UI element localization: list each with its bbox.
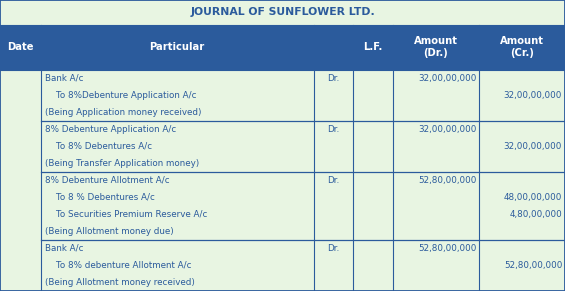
Text: JOURNAL OF SUNFLOWER LTD.: JOURNAL OF SUNFLOWER LTD. xyxy=(190,7,375,17)
Text: Dr.: Dr. xyxy=(327,125,340,134)
Bar xyxy=(0,70,565,291)
Text: Bank A/c: Bank A/c xyxy=(45,74,83,83)
Text: Particular: Particular xyxy=(150,42,205,52)
Text: To Securities Premium Reserve A/c: To Securities Premium Reserve A/c xyxy=(45,210,207,219)
Text: Date: Date xyxy=(7,42,33,52)
Text: To 8%Debenture Application A/c: To 8%Debenture Application A/c xyxy=(45,91,196,100)
Text: 52,80,00,000: 52,80,00,000 xyxy=(504,261,562,270)
Text: 4,80,00,000: 4,80,00,000 xyxy=(510,210,562,219)
Text: (Being Allotment money due): (Being Allotment money due) xyxy=(45,227,173,236)
Text: To 8 % Debentures A/c: To 8 % Debentures A/c xyxy=(45,193,154,202)
Text: (Being Transfer Application money): (Being Transfer Application money) xyxy=(45,159,199,168)
Text: To 8% Debentures A/c: To 8% Debentures A/c xyxy=(45,142,152,151)
Text: Dr.: Dr. xyxy=(327,74,340,83)
Text: L.F.: L.F. xyxy=(363,42,383,52)
Text: 48,00,00,000: 48,00,00,000 xyxy=(504,193,562,202)
Text: 8% Debenture Application A/c: 8% Debenture Application A/c xyxy=(45,125,176,134)
Text: Dr.: Dr. xyxy=(327,176,340,185)
Text: Amount
(Cr.): Amount (Cr.) xyxy=(500,36,544,58)
Text: 32,00,00,000: 32,00,00,000 xyxy=(418,125,476,134)
Text: (Being Allotment money received): (Being Allotment money received) xyxy=(45,278,194,287)
Text: 32,00,00,000: 32,00,00,000 xyxy=(504,142,562,151)
Text: 8% Debenture Allotment A/c: 8% Debenture Allotment A/c xyxy=(45,176,169,185)
Text: 32,00,00,000: 32,00,00,000 xyxy=(418,74,476,83)
Text: Bank A/c: Bank A/c xyxy=(45,244,83,253)
Bar xyxy=(0,25,565,70)
Text: (Being Application money received): (Being Application money received) xyxy=(45,108,201,117)
Bar xyxy=(0,0,565,25)
Text: 52,80,00,000: 52,80,00,000 xyxy=(418,244,476,253)
Text: Amount
(Dr.): Amount (Dr.) xyxy=(414,36,458,58)
Text: To 8% debenture Allotment A/c: To 8% debenture Allotment A/c xyxy=(45,261,191,270)
Text: 32,00,00,000: 32,00,00,000 xyxy=(504,91,562,100)
Text: 52,80,00,000: 52,80,00,000 xyxy=(418,176,476,185)
Text: Dr.: Dr. xyxy=(327,244,340,253)
